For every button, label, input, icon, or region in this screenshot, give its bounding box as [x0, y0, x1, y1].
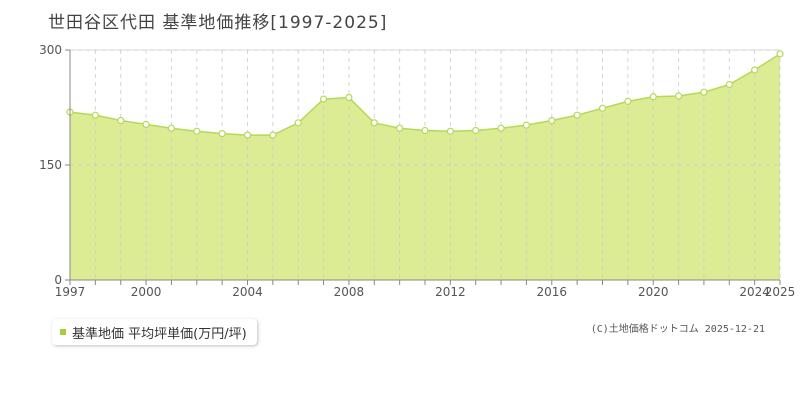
data-point	[751, 66, 759, 74]
y-tick-label: 150	[39, 158, 62, 172]
data-point	[548, 116, 556, 125]
x-tick-label: 2000	[131, 285, 162, 299]
data-point	[117, 116, 125, 125]
data-point	[421, 126, 429, 135]
data-point	[446, 127, 454, 135]
area-fill	[70, 53, 780, 281]
data-point	[294, 119, 302, 127]
x-tick-label: 2012	[435, 285, 466, 299]
x-tick-label: 2004	[232, 285, 263, 299]
data-point	[345, 93, 353, 102]
x-tick-label: 2008	[334, 285, 365, 299]
data-point	[776, 50, 784, 58]
data-point	[573, 111, 581, 119]
data-point	[598, 104, 607, 112]
legend-label: 基準地価 平均坪単価(万円/坪)	[72, 326, 247, 342]
chart-title: 世田谷区代田 基準地価推移[1997-2025]	[48, 13, 388, 33]
data-point	[142, 120, 150, 128]
data-point	[269, 131, 277, 139]
data-point	[193, 127, 201, 135]
data-point	[700, 88, 708, 96]
legend-marker	[60, 329, 66, 335]
data-point	[674, 92, 683, 100]
data-point	[649, 93, 657, 101]
x-tick-label: 1997	[55, 285, 86, 299]
x-tick-label: 2020	[638, 285, 669, 299]
data-point	[319, 95, 328, 103]
data-point	[167, 124, 176, 132]
y-tick-label: 0	[54, 273, 62, 287]
x-tick-label: 2024	[739, 285, 770, 299]
legend: 基準地価 平均坪単価(万円/坪)	[52, 319, 257, 345]
data-point	[396, 124, 404, 132]
data-point	[725, 80, 733, 89]
x-tick-label: 2025	[765, 285, 796, 299]
y-tick-label: 300	[39, 43, 62, 57]
x-tick-label: 2016	[537, 285, 568, 299]
data-point	[370, 119, 378, 127]
data-point	[243, 131, 252, 139]
data-point	[522, 121, 531, 129]
copyright-text: (C)土地価格ドットコム 2025-12-21	[590, 324, 765, 335]
data-point	[472, 126, 480, 135]
data-point	[497, 124, 505, 132]
data-point	[91, 111, 99, 119]
data-point	[624, 97, 632, 105]
data-point	[218, 129, 226, 138]
